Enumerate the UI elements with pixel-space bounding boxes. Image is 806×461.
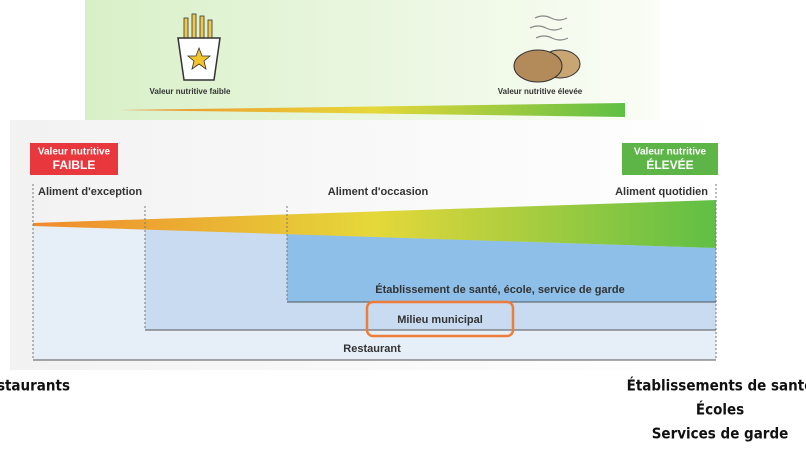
badge-low-line2: FAIBLE xyxy=(53,158,96,172)
municipal-label: Milieu municipal xyxy=(397,314,483,326)
restaurant-label: Restaurant xyxy=(343,343,401,355)
top-low-label: Valeur nutritive faible xyxy=(150,87,231,96)
badge-low-line1: Valeur nutritive xyxy=(38,147,111,158)
bottom-left-label: Restaurants xyxy=(0,377,70,395)
badge-high-line2: ÉLEVÉE xyxy=(646,157,693,172)
food-category: Aliment d'exception xyxy=(38,186,142,198)
bottom-right-label: Établissements de santé xyxy=(627,376,806,395)
bottom-right-label: Services de garde xyxy=(652,425,789,443)
diagram: Valeur nutritive faible Valeur nutritive… xyxy=(0,0,806,461)
badge-high-line1: Valeur nutritive xyxy=(634,147,707,158)
food-category: Aliment d'occasion xyxy=(328,186,429,198)
top-high-label: Valeur nutritive élevée xyxy=(498,87,583,96)
bottom-right-label: Écoles xyxy=(696,400,744,419)
health-label: Établissement de santé, école, service d… xyxy=(375,283,624,296)
food-category: Aliment quotidien xyxy=(615,186,708,198)
